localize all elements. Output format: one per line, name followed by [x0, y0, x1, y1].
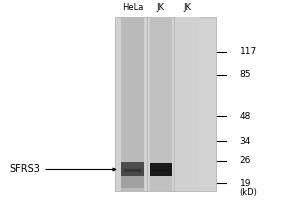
Text: HeLa: HeLa — [122, 3, 143, 12]
Text: 34: 34 — [240, 137, 251, 146]
Bar — [150, 163, 172, 176]
Bar — [121, 162, 144, 176]
Bar — [176, 17, 199, 191]
Bar — [124, 169, 141, 172]
Text: (kD): (kD) — [240, 188, 258, 197]
Bar — [150, 17, 172, 191]
Text: 85: 85 — [240, 70, 251, 79]
Text: 48: 48 — [240, 112, 251, 121]
Text: 26: 26 — [240, 156, 251, 165]
Text: JK: JK — [157, 3, 165, 12]
Bar — [152, 169, 170, 172]
Bar — [115, 17, 216, 191]
Text: 117: 117 — [240, 47, 257, 56]
Text: SFRS3: SFRS3 — [9, 164, 40, 174]
Bar — [121, 168, 144, 188]
Text: 19: 19 — [240, 179, 251, 188]
Text: JK: JK — [184, 3, 192, 12]
Bar — [121, 17, 144, 191]
